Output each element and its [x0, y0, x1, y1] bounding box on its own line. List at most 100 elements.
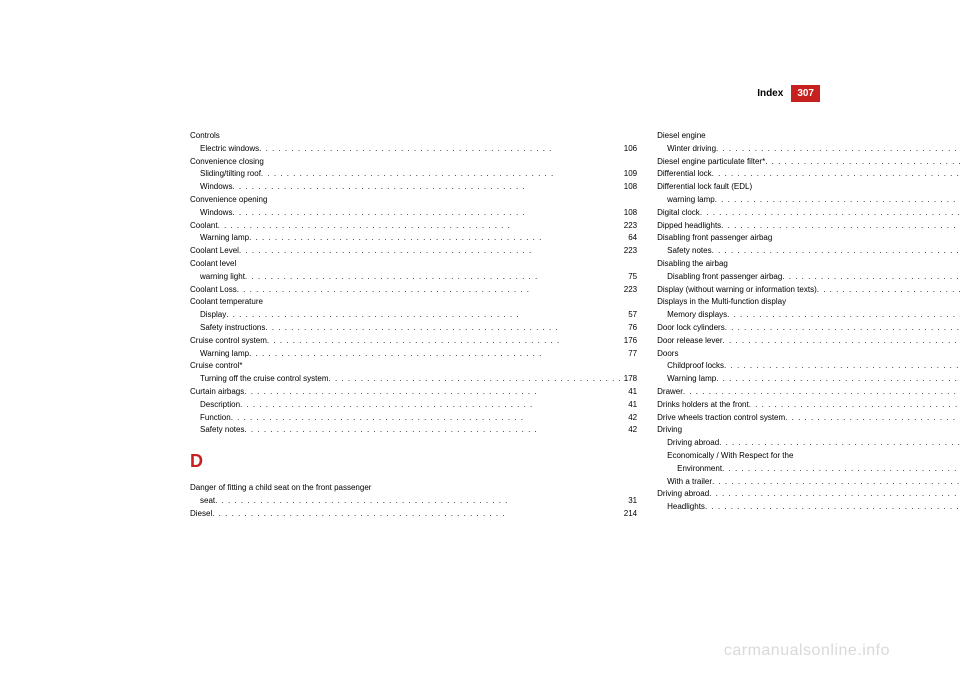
index-entry: Differential lock184 — [657, 168, 960, 181]
leader-dots — [705, 501, 960, 514]
index-entry: Dipped headlights111 — [657, 220, 960, 233]
index-entry: Door lock cylinders205 — [657, 322, 960, 335]
entry-label: Driving abroad — [667, 437, 719, 450]
index-entry: Drawer135 — [657, 386, 960, 399]
index-entry: With a trailer198 — [657, 476, 960, 489]
entry-page: 223 — [622, 220, 637, 233]
entry-label: Coolant temperature — [190, 296, 263, 309]
leader-dots — [765, 156, 960, 169]
entry-label: warning light — [200, 271, 245, 284]
entry-label: Warning lamp — [200, 348, 249, 361]
entry-label: Safety notes — [200, 424, 244, 437]
index-entry: warning lamp79 — [657, 194, 960, 207]
entry-label: Drawer — [657, 386, 683, 399]
index-entry: Display57 — [190, 309, 637, 322]
leader-dots — [712, 245, 960, 258]
leader-dots — [232, 207, 621, 220]
leader-dots — [265, 322, 626, 335]
page-header: Index 307 — [757, 85, 820, 102]
index-entry: Safety notes 42 — [190, 424, 637, 437]
index-entry: Diesel214 — [190, 508, 637, 521]
index-entry: Coolant Level223 — [190, 245, 637, 258]
index-entry: Curtain airbags41 — [190, 386, 637, 399]
leader-dots — [245, 271, 626, 284]
entry-label: Driving — [657, 424, 682, 437]
index-entry: Warning lamp82 — [657, 373, 960, 386]
entry-page: 31 — [626, 495, 637, 508]
entry-label: Differential lock — [657, 168, 712, 181]
entry-label: Digital clock — [657, 207, 700, 220]
entry-label: Environment — [677, 463, 722, 476]
leader-dots — [817, 284, 960, 297]
entry-label: Disabling front passenger airbag — [667, 271, 782, 284]
leader-dots — [712, 476, 960, 489]
index-entry: Electric windows106 — [190, 143, 637, 156]
index-entry: Disabling front passenger airbag44 — [657, 271, 960, 284]
entry-page: 42 — [626, 424, 637, 437]
index-entry: Windows108 — [190, 207, 637, 220]
entry-label: Warning lamp — [200, 232, 249, 245]
entry-page: 57 — [626, 309, 637, 322]
leader-dots — [231, 412, 627, 425]
entry-page: 108 — [622, 181, 637, 194]
entry-label: Convenience opening — [190, 194, 267, 207]
entry-page: 42 — [626, 412, 637, 425]
entry-page: 223 — [622, 245, 637, 258]
entry-label: Safety instructions — [200, 322, 265, 335]
index-entry: Warning lamp 77 — [190, 348, 637, 361]
leader-dots — [723, 335, 960, 348]
leader-dots — [719, 437, 960, 450]
index-entry: Digital clock58 — [657, 207, 960, 220]
entry-label: Turning off the cruise control system — [200, 373, 329, 386]
entry-page: 41 — [626, 386, 637, 399]
leader-dots — [715, 194, 960, 207]
leader-dots — [232, 181, 621, 194]
section-letter: D — [190, 447, 637, 476]
entry-label: Display (without warning or information … — [657, 284, 817, 297]
index-entry: Cruise control system176 — [190, 335, 637, 348]
index-entry: Safety notes45 — [657, 245, 960, 258]
leader-dots — [722, 463, 960, 476]
leader-dots — [712, 168, 960, 181]
leader-dots — [700, 207, 960, 220]
entry-label: Disabling front passenger airbag — [657, 232, 772, 245]
entry-page: 214 — [622, 508, 637, 521]
leader-dots — [727, 309, 960, 322]
header-title: Index — [757, 88, 783, 99]
entry-label: Safety notes — [667, 245, 711, 258]
entry-page: 76 — [626, 322, 637, 335]
entry-label: Diesel engine — [657, 130, 705, 143]
entry-label: Cruise control* — [190, 360, 242, 373]
entry-label: Winter driving — [667, 143, 716, 156]
leader-dots — [244, 424, 626, 437]
entry-page: 41 — [626, 399, 637, 412]
leader-dots — [721, 220, 960, 233]
index-entry: Coolant223 — [190, 220, 637, 233]
index-entry: Door release lever55 — [657, 335, 960, 348]
entry-page: 106 — [622, 143, 637, 156]
leader-dots — [724, 360, 960, 373]
index-entry: Environment194 — [657, 463, 960, 476]
index-entry: Diesel engine particulate filter*190 — [657, 156, 960, 169]
index-entry: Coolant level — [190, 258, 637, 271]
index-entry: Windows108 — [190, 181, 637, 194]
entry-label: Warning lamp — [667, 373, 716, 386]
leader-dots — [329, 373, 622, 386]
leader-dots — [240, 399, 626, 412]
leader-dots — [249, 348, 626, 361]
entry-page: 77 — [626, 348, 637, 361]
index-entry: Headlights191 — [657, 501, 960, 514]
entry-label: Differential lock fault (EDL) — [657, 181, 752, 194]
leader-dots — [215, 495, 626, 508]
leader-dots — [683, 386, 960, 399]
leader-dots — [212, 508, 622, 521]
entry-label: Sliding/tilting roof — [200, 168, 261, 181]
entry-label: Diesel engine particulate filter* — [657, 156, 765, 169]
index-entry: Danger of fitting a child seat on the fr… — [190, 482, 637, 495]
entry-label: Dipped headlights — [657, 220, 721, 233]
leader-dots — [267, 335, 622, 348]
entry-label: Description — [200, 399, 240, 412]
entry-label: Childproof locks — [667, 360, 724, 373]
entry-label: With a trailer — [667, 476, 712, 489]
entry-label: Function — [200, 412, 231, 425]
